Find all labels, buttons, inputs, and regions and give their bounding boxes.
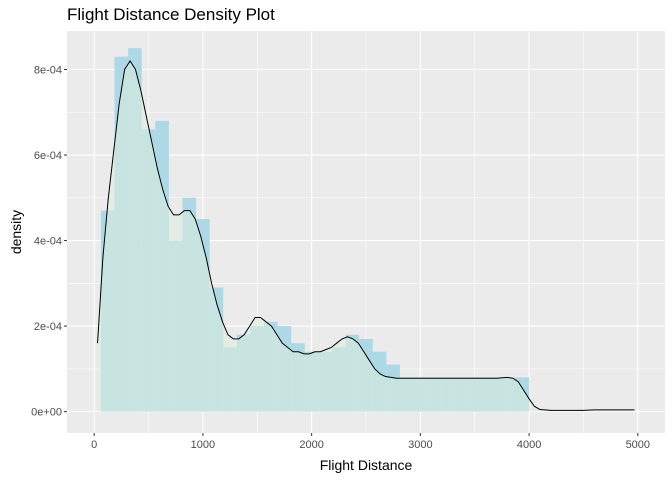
x-axis: 0 1000 2000 3000 4000 5000	[91, 433, 650, 451]
density-line	[97, 60, 635, 411]
chart-title: Flight Distance Density Plot	[67, 5, 275, 24]
y-tick-label: 6e-04	[34, 150, 62, 162]
x-tick-label: 1000	[191, 439, 215, 451]
y-axis: 0e+00 2e-04 4e-04 6e-04 8e-04	[31, 64, 67, 419]
y-tick-label: 8e-04	[34, 64, 62, 76]
x-axis-title: Flight Distance	[320, 457, 413, 473]
x-tick-label: 5000	[626, 439, 650, 451]
x-tick-label: 3000	[408, 439, 432, 451]
y-tick-label: 2e-04	[34, 321, 62, 333]
density-area	[97, 60, 635, 412]
y-axis-title: density	[8, 210, 24, 254]
y-tick-label: 4e-04	[34, 236, 62, 248]
x-tick-label: 0	[91, 439, 97, 451]
x-tick-label: 2000	[299, 439, 323, 451]
x-tick-label: 4000	[517, 439, 541, 451]
y-tick-label: 0e+00	[31, 407, 62, 419]
